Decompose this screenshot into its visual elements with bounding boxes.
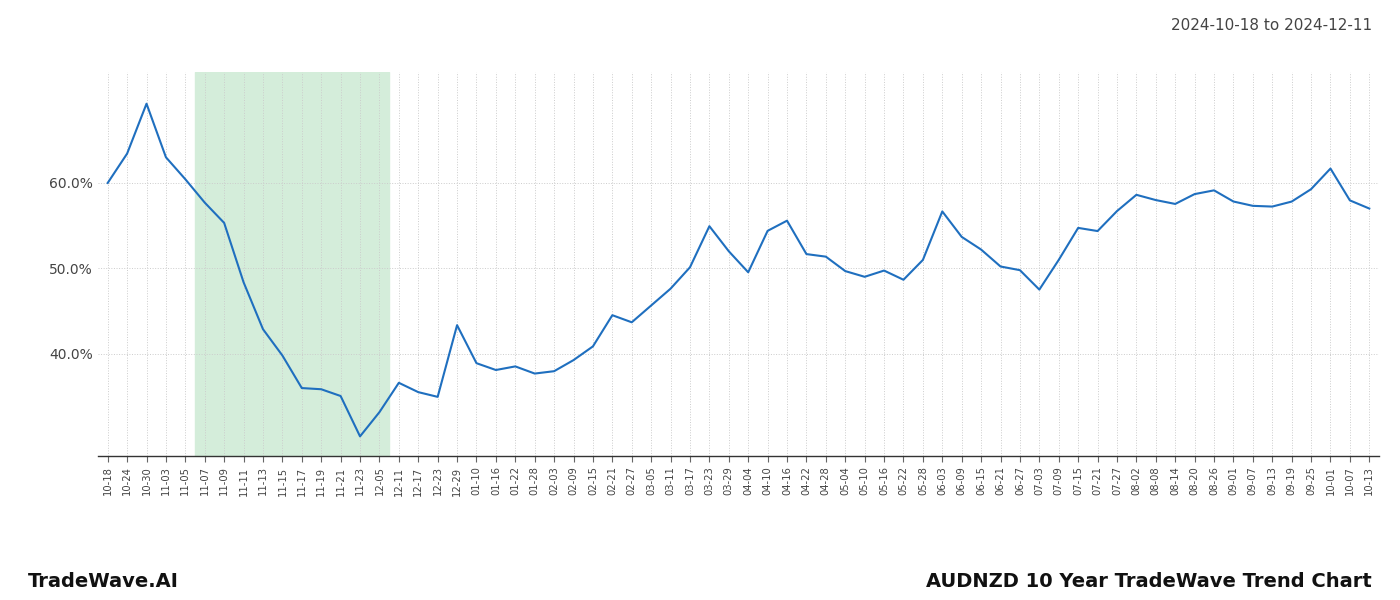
Text: AUDNZD 10 Year TradeWave Trend Chart: AUDNZD 10 Year TradeWave Trend Chart (927, 572, 1372, 591)
Bar (195, 72, 389, 456)
Text: TradeWave.AI: TradeWave.AI (28, 572, 179, 591)
Text: 2024-10-18 to 2024-12-11: 2024-10-18 to 2024-12-11 (1170, 18, 1372, 33)
